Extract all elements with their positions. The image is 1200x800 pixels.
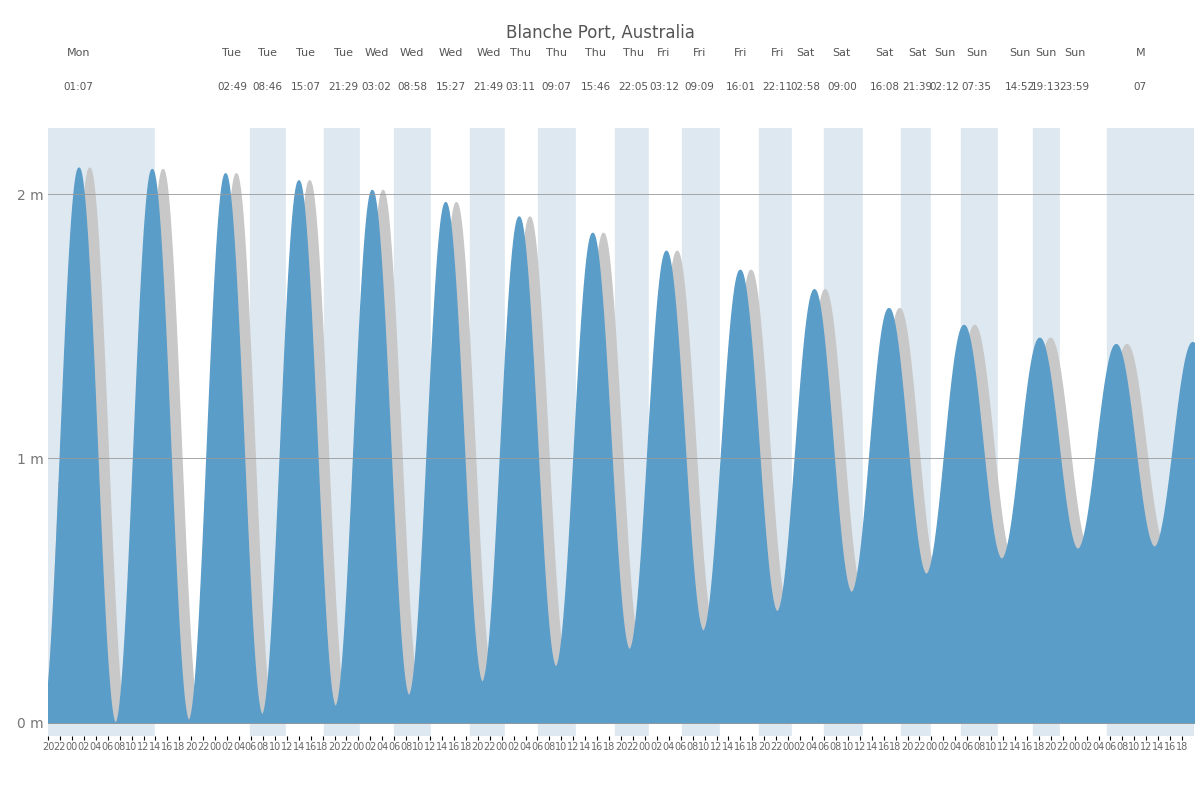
Bar [431,128,469,736]
Text: 15:46: 15:46 [581,82,611,92]
Bar [998,128,1033,736]
Text: Tue: Tue [258,48,277,58]
Text: 02:49: 02:49 [217,82,247,92]
Bar [250,128,287,736]
Text: Thu: Thu [586,48,606,58]
Text: 16:01: 16:01 [726,82,756,92]
Bar [394,128,431,736]
Bar [931,128,960,736]
Text: 15:27: 15:27 [436,82,466,92]
Text: 02:58: 02:58 [791,82,821,92]
Text: 02:12: 02:12 [930,82,960,92]
Bar [287,128,324,736]
Text: Sun: Sun [934,48,955,58]
Text: Fri: Fri [770,48,784,58]
Text: Tue: Tue [296,48,314,58]
Bar [792,128,824,736]
Text: 03:02: 03:02 [361,82,391,92]
Text: 01:07: 01:07 [64,82,94,92]
Text: 08:58: 08:58 [397,82,427,92]
Text: Blanche Port, Australia: Blanche Port, Australia [505,24,695,42]
Text: 23:59: 23:59 [1060,82,1090,92]
Bar [1061,128,1108,736]
Bar [469,128,505,736]
Text: Thu: Thu [623,48,644,58]
Text: Sun: Sun [1036,48,1057,58]
Text: Sun: Sun [966,48,988,58]
Text: 08:46: 08:46 [252,82,282,92]
Bar [48,128,155,736]
Text: 21:29: 21:29 [329,82,359,92]
Text: M: M [1135,48,1145,58]
Text: Mon: Mon [67,48,90,58]
Text: 09:00: 09:00 [827,82,857,92]
Text: 03:12: 03:12 [649,82,679,92]
Bar [360,128,394,736]
Text: Tue: Tue [334,48,353,58]
Text: Sat: Sat [797,48,815,58]
Text: Wed: Wed [438,48,463,58]
Text: Sun: Sun [1009,48,1031,58]
Text: 21:49: 21:49 [474,82,504,92]
Text: Fri: Fri [658,48,671,58]
Text: 03:11: 03:11 [505,82,535,92]
Text: Sat: Sat [908,48,926,58]
Text: 14:52: 14:52 [1006,82,1036,92]
Bar [960,128,998,736]
Bar [324,128,360,736]
Text: Tue: Tue [222,48,241,58]
Text: 07: 07 [1134,82,1147,92]
Text: 09:07: 09:07 [541,82,571,92]
Text: Sun: Sun [1064,48,1085,58]
Text: Wed: Wed [365,48,389,58]
Bar [576,128,614,736]
Bar [682,128,720,736]
Bar [863,128,901,736]
Text: Fri: Fri [692,48,706,58]
Text: 19:13: 19:13 [1031,82,1061,92]
Text: Thu: Thu [510,48,532,58]
Text: 16:08: 16:08 [870,82,900,92]
Bar [720,128,758,736]
Text: 15:07: 15:07 [290,82,320,92]
Bar [1033,128,1061,736]
Text: 22:05: 22:05 [618,82,648,92]
Bar [824,128,863,736]
Bar [505,128,539,736]
Text: 09:09: 09:09 [684,82,714,92]
Text: 07:35: 07:35 [961,82,991,92]
Bar [758,128,792,736]
Bar [614,128,649,736]
Bar [155,128,250,736]
Text: 22:11: 22:11 [762,82,792,92]
Bar [539,128,576,736]
Bar [901,128,931,736]
Text: Fri: Fri [733,48,748,58]
Text: Wed: Wed [400,48,424,58]
Bar [1108,128,1194,736]
Text: Wed: Wed [476,48,500,58]
Text: Sat: Sat [875,48,894,58]
Text: Sat: Sat [833,48,851,58]
Bar [649,128,682,736]
Text: 21:39: 21:39 [902,82,932,92]
Text: Thu: Thu [546,48,566,58]
